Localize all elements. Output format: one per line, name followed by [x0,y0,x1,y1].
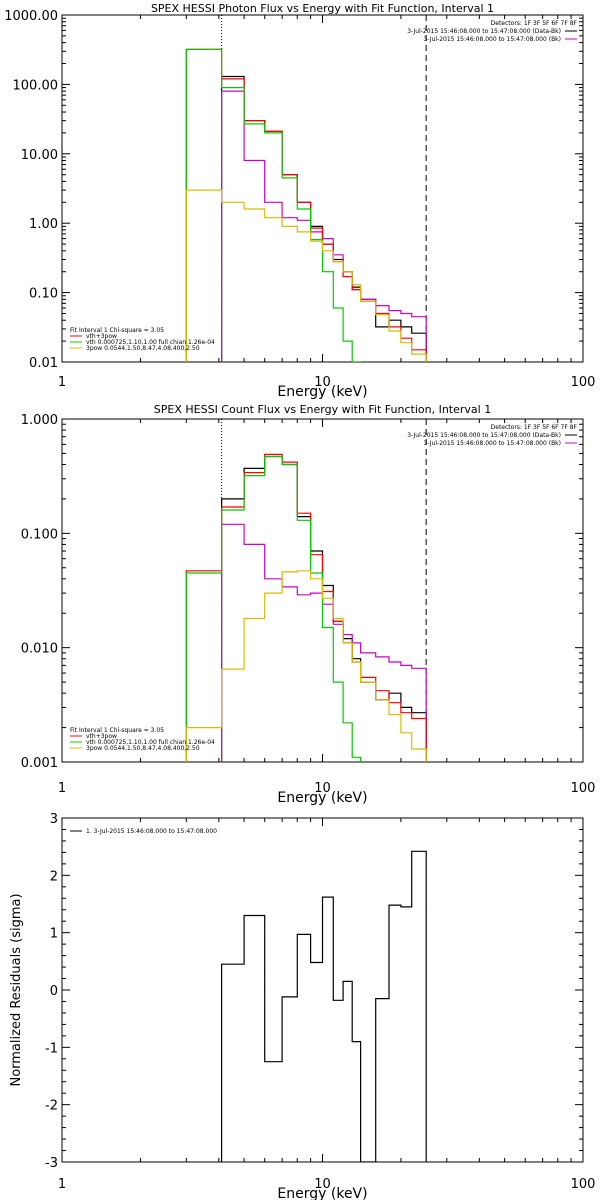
x-tick-label: 100 [571,375,596,390]
y-tick-label: 0.10 [29,287,58,302]
x-tick-label: 100 [571,1177,596,1192]
series-line-5 [185,570,427,762]
chart-title: SPEX HESSI Photon Flux vs Energy with Fi… [151,2,494,15]
y-tick-label: 0.010 [21,642,58,657]
x-tick-label: 10 [314,1177,331,1192]
y-tick-label: 3 [50,812,58,827]
legend-label: 1. 3-Jul-2015 15:46:08.000 to 15:47:08.0… [86,828,217,835]
x-tick-label: 1 [58,1177,66,1192]
x-tick-label: 10 [314,781,331,796]
panel-1: SPEX HESSI Photon Flux vs Energy with Fi… [4,2,595,400]
legend-header: Detectors: 1F 3F 5F 6F 7F 8F [491,424,578,431]
y-tick-label: 0.01 [29,356,58,371]
legend-header: Detectors: 1F 3F 5F 6F 7F 8F [491,20,578,27]
x-tick-label: 10 [314,375,331,390]
legend-label: 3-Jul-2015 15:46:08.000 to 15:47:08.000 … [407,432,561,439]
x-tick-label: 1 [58,781,66,796]
y-tick-label: -3 [45,1156,58,1171]
fit-legend-header: Fit Interval 1 Chi-square = 3.05 [70,727,164,734]
y-tick-label: 0.100 [21,527,58,542]
legend-label: 3-Jul-2015 15:46:08.000 to 15:47:08.000 … [407,28,561,35]
y-tick-label: 100.00 [13,78,59,93]
x-axis-label: Energy (keV) [277,384,367,400]
y-tick-label: 10.00 [21,148,58,163]
y-tick-label: 1000.00 [4,9,58,24]
x-axis-label: Energy (keV) [277,1186,367,1200]
series-line-2 [221,523,427,762]
y-tick-label: 0.001 [21,756,58,771]
fit-legend-label: vth+3pow [86,333,117,340]
legend-label: 3-Jul-2015 15:46:08.000 to 15:47:08.000 … [423,36,561,43]
y-tick-label: -2 [45,1099,58,1114]
chart-title: SPEX HESSI Count Flux vs Energy with Fit… [154,403,491,416]
fit-legend-label: vth+3pow [86,733,117,740]
x-tick-label: 1 [58,375,66,390]
y-tick-label: 1.000 [21,413,58,428]
series-line-4 [185,48,362,362]
x-tick-label: 100 [571,781,596,796]
y-tick-label: 1.00 [29,217,58,232]
x-axis-label: Energy (keV) [277,790,367,806]
fit-legend-label: 3pow 0.0544,1.50,8.47,4.08,400,2.50 [86,345,200,352]
y-tick-label: 1 [50,927,58,942]
fit-legend-label: vth 0.000725,1.10,1.00 full chian 1.26e-… [86,339,215,346]
series-line-4 [185,455,362,762]
y-tick-label: 2 [50,869,58,884]
fit-legend-label: 3pow 0.0544,1.50,8.47,4.08,400,2.50 [86,745,200,752]
series-line-2 [221,90,427,362]
panel-2: SPEX HESSI Count Flux vs Energy with Fit… [21,403,596,806]
y-axis-label: Normalized Residuals (sigma) [9,893,24,1086]
series-line-5 [185,189,427,362]
y-tick-label: 0 [50,984,58,999]
series-line-1 [221,850,427,1162]
y-tick-label: -1 [45,1041,58,1056]
fit-legend-label: vth 0.000725,1.10,1.00 full chian 1.26e-… [86,739,215,746]
panel-3: 1 10 100 -3 -2 -1 0 1 2 3 Energy (keV) Normalized R… [9,812,595,1200]
fit-legend-header: Fit Interval 1 Chi-square = 3.05 [70,327,164,334]
legend-label: 3-Jul-2015 15:46:08.000 to 15:47:08.000 … [423,440,561,447]
